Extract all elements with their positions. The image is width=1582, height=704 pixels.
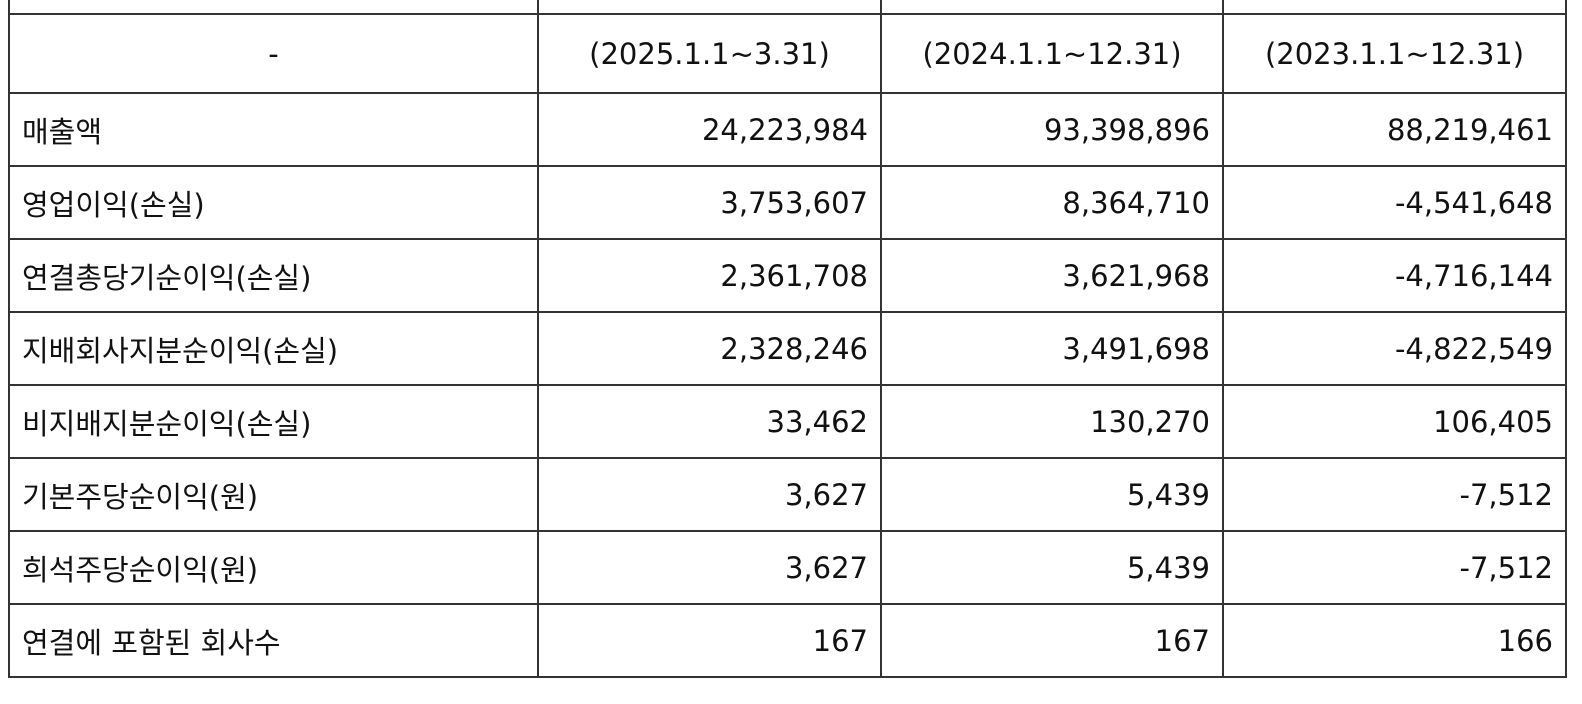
data-row: 희석주당순이익(원) 3,627 5,439 -7,512 (8, 530, 1567, 605)
value-cell: 93,398,896 (880, 92, 1224, 167)
cell (8, 0, 539, 15)
value-cell: 130,270 (880, 384, 1224, 459)
value-cell: 3,627 (537, 457, 882, 532)
value-cell: -4,822,549 (1222, 311, 1567, 386)
data-row: 영업이익(손실) 3,753,607 8,364,710 -4,541,648 (8, 165, 1567, 240)
value-cell: 3,627 (537, 530, 882, 605)
data-row: 기본주당순이익(원) 3,627 5,439 -7,512 (8, 457, 1567, 532)
value-cell: -7,512 (1222, 530, 1567, 605)
cell (1222, 0, 1567, 15)
header-cell: (2025.1.1~3.31) (537, 13, 882, 94)
data-row: 지배회사지분순이익(손실) 2,328,246 3,491,698 -4,822,54… (8, 311, 1567, 386)
financial-table: - (2025.1.1~3.31) (2024.1.1~12.31) (2023.1.… (8, 0, 1567, 678)
cut-row (8, 0, 1567, 15)
value-cell: 33,462 (537, 384, 882, 459)
value-cell: -4,541,648 (1222, 165, 1567, 240)
header-cell: (2024.1.1~12.31) (880, 13, 1224, 94)
row-label: 희석주당순이익(원) (8, 530, 539, 605)
value-cell: 167 (537, 603, 882, 678)
row-label: 연결총당기순이익(손실) (8, 238, 539, 313)
data-row: 매출액 24,223,984 93,398,896 88,219,461 (8, 92, 1567, 167)
header-cell: (2023.1.1~12.31) (1222, 13, 1567, 94)
cell (880, 0, 1224, 15)
value-cell: -7,512 (1222, 457, 1567, 532)
value-cell: 106,405 (1222, 384, 1567, 459)
row-label: 기본주당순이익(원) (8, 457, 539, 532)
data-row: 연결총당기순이익(손실) 2,361,708 3,621,968 -4,716,144 (8, 238, 1567, 313)
header-cell: - (8, 13, 539, 94)
value-cell: 5,439 (880, 457, 1224, 532)
value-cell: -4,716,144 (1222, 238, 1567, 313)
value-cell: 167 (880, 603, 1224, 678)
data-row: 연결에 포함된 회사수 167 167 166 (8, 603, 1567, 678)
row-label: 매출액 (8, 92, 539, 167)
row-label: 비지배지분순이익(손실) (8, 384, 539, 459)
value-cell: 2,361,708 (537, 238, 882, 313)
cell (537, 0, 882, 15)
data-row: 비지배지분순이익(손실) 33,462 130,270 106,405 (8, 384, 1567, 459)
value-cell: 2,328,246 (537, 311, 882, 386)
row-label: 연결에 포함된 회사수 (8, 603, 539, 678)
value-cell: 24,223,984 (537, 92, 882, 167)
value-cell: 3,491,698 (880, 311, 1224, 386)
row-label: 영업이익(손실) (8, 165, 539, 240)
value-cell: 88,219,461 (1222, 92, 1567, 167)
value-cell: 3,753,607 (537, 165, 882, 240)
value-cell: 8,364,710 (880, 165, 1224, 240)
row-label: 지배회사지분순이익(손실) (8, 311, 539, 386)
value-cell: 5,439 (880, 530, 1224, 605)
table-body: - (2025.1.1~3.31) (2024.1.1~12.31) (2023.1.… (8, 0, 1567, 678)
value-cell: 3,621,968 (880, 238, 1224, 313)
value-cell: 166 (1222, 603, 1567, 678)
header-row: - (2025.1.1~3.31) (2024.1.1~12.31) (2023.1.… (8, 13, 1567, 94)
